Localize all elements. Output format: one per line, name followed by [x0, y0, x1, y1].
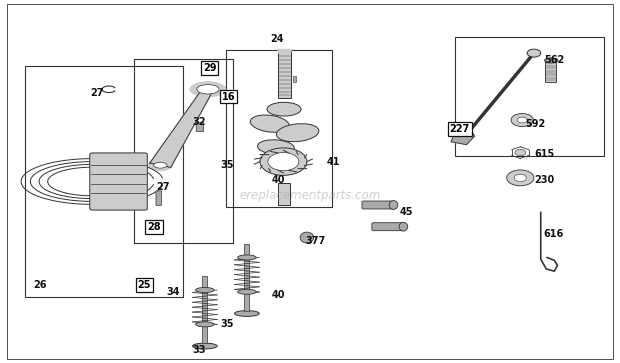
Text: 616: 616 [544, 229, 564, 239]
Text: 230: 230 [534, 175, 554, 185]
Ellipse shape [197, 85, 219, 94]
Bar [226, 49, 332, 207]
Ellipse shape [300, 232, 314, 243]
Ellipse shape [195, 287, 214, 293]
Text: 27: 27 [91, 88, 104, 98]
Text: 33: 33 [192, 344, 206, 355]
Text: 227: 227 [450, 124, 470, 134]
Text: 377: 377 [306, 236, 326, 246]
FancyBboxPatch shape [545, 61, 556, 82]
Text: 40: 40 [272, 175, 285, 185]
Text: ereplacementparts.com: ereplacementparts.com [239, 189, 381, 203]
Text: 592: 592 [525, 119, 546, 129]
FancyBboxPatch shape [156, 191, 162, 205]
Text: 45: 45 [400, 207, 413, 217]
Ellipse shape [527, 49, 541, 57]
Text: 40: 40 [272, 290, 285, 301]
Text: 562: 562 [544, 56, 564, 65]
Ellipse shape [277, 124, 319, 142]
Text: 26: 26 [33, 280, 46, 290]
Ellipse shape [149, 160, 172, 171]
Text: 16: 16 [221, 91, 235, 102]
Text: 35: 35 [220, 319, 234, 329]
FancyBboxPatch shape [372, 223, 405, 231]
Ellipse shape [399, 223, 408, 231]
Ellipse shape [389, 201, 398, 209]
Bar [455, 37, 604, 156]
Polygon shape [278, 49, 291, 53]
Circle shape [515, 150, 526, 156]
FancyBboxPatch shape [244, 244, 249, 311]
Text: 615: 615 [534, 150, 554, 159]
Ellipse shape [234, 311, 259, 317]
Circle shape [268, 152, 299, 171]
FancyBboxPatch shape [293, 76, 296, 82]
Ellipse shape [192, 343, 217, 349]
Polygon shape [451, 130, 474, 144]
FancyBboxPatch shape [278, 183, 290, 205]
Text: 29: 29 [203, 62, 216, 73]
Ellipse shape [250, 115, 290, 132]
FancyBboxPatch shape [196, 122, 203, 132]
Text: 32: 32 [192, 117, 206, 127]
Ellipse shape [154, 162, 167, 168]
FancyBboxPatch shape [278, 49, 291, 98]
Ellipse shape [237, 255, 256, 260]
Text: 27: 27 [157, 182, 170, 192]
Text: 24: 24 [270, 34, 283, 44]
Text: 25: 25 [138, 280, 151, 290]
Polygon shape [150, 88, 213, 167]
FancyBboxPatch shape [362, 201, 396, 209]
Text: 41: 41 [327, 156, 340, 167]
Bar [134, 58, 232, 243]
Text: 35: 35 [220, 160, 234, 170]
Ellipse shape [190, 82, 226, 97]
FancyBboxPatch shape [90, 153, 148, 210]
Circle shape [260, 148, 307, 175]
Ellipse shape [257, 140, 294, 155]
Text: 34: 34 [167, 287, 180, 297]
Text: 28: 28 [148, 222, 161, 232]
Circle shape [514, 174, 526, 182]
Ellipse shape [544, 58, 558, 63]
FancyBboxPatch shape [202, 276, 207, 343]
Ellipse shape [267, 102, 301, 116]
Ellipse shape [237, 289, 256, 294]
Circle shape [517, 117, 527, 123]
Circle shape [507, 170, 534, 186]
Ellipse shape [195, 322, 214, 327]
Circle shape [511, 114, 533, 127]
Bar [25, 66, 183, 297]
